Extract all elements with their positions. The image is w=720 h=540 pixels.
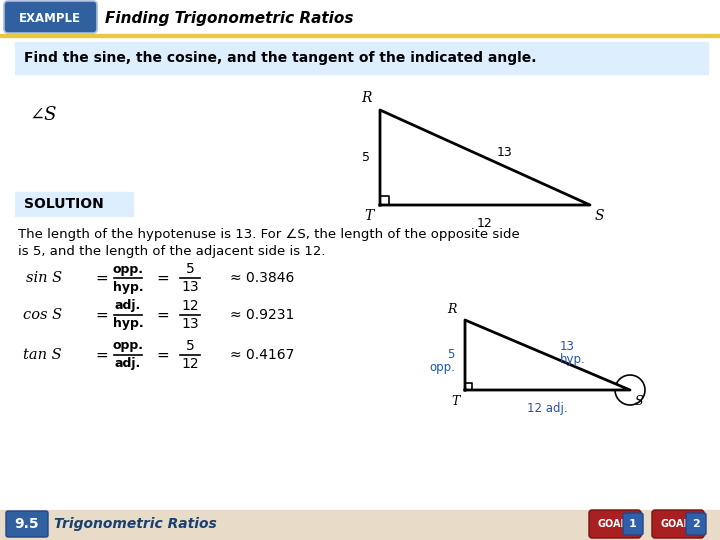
Text: =: = — [157, 307, 169, 322]
Bar — [0, 34, 720, 37]
Text: opp.: opp. — [112, 262, 143, 275]
FancyBboxPatch shape — [4, 1, 97, 33]
Text: opp.: opp. — [429, 361, 455, 374]
Text: 12 adj.: 12 adj. — [527, 402, 568, 415]
Text: 5: 5 — [186, 339, 194, 353]
Text: =: = — [157, 348, 169, 362]
Text: ≈ 0.9231: ≈ 0.9231 — [230, 308, 294, 322]
Text: hyp.: hyp. — [559, 354, 585, 367]
Text: 12: 12 — [181, 299, 199, 313]
Text: 13: 13 — [181, 317, 199, 331]
Text: ∠S: ∠S — [30, 106, 58, 124]
Bar — [15, 42, 708, 74]
Bar — [15, 192, 133, 216]
Text: 9.5: 9.5 — [14, 517, 40, 531]
Text: 13: 13 — [181, 280, 199, 294]
Text: hyp.: hyp. — [113, 318, 143, 330]
Text: S: S — [595, 209, 605, 223]
Text: Trigonometric Ratios: Trigonometric Ratios — [54, 517, 217, 531]
Text: 5: 5 — [186, 262, 194, 276]
Text: R: R — [361, 91, 372, 105]
Text: 5: 5 — [362, 151, 370, 164]
Text: =: = — [96, 307, 109, 322]
FancyBboxPatch shape — [6, 511, 48, 537]
Text: The length of the hypotenuse is 13. For ∠S, the length of the opposite side: The length of the hypotenuse is 13. For … — [18, 228, 520, 241]
Text: ≈ 0.4167: ≈ 0.4167 — [230, 348, 294, 362]
Text: 2: 2 — [692, 519, 700, 529]
FancyBboxPatch shape — [623, 513, 643, 535]
Text: 13: 13 — [559, 341, 575, 354]
Text: T: T — [451, 395, 460, 408]
Text: =: = — [96, 271, 109, 286]
Text: =: = — [96, 348, 109, 362]
Text: GOAL: GOAL — [597, 519, 627, 529]
Text: Finding Trigonometric Ratios: Finding Trigonometric Ratios — [105, 10, 354, 25]
Bar — [0, 510, 720, 540]
Text: 12: 12 — [477, 217, 493, 230]
Text: ≈ 0.3846: ≈ 0.3846 — [230, 271, 294, 285]
Text: adj.: adj. — [115, 300, 141, 313]
Text: 1: 1 — [629, 519, 637, 529]
Text: tan S: tan S — [23, 348, 62, 362]
Text: =: = — [157, 271, 169, 286]
FancyBboxPatch shape — [589, 510, 641, 538]
FancyBboxPatch shape — [686, 513, 706, 535]
Text: T: T — [365, 209, 374, 223]
Text: Find the sine, the cosine, and the tangent of the indicated angle.: Find the sine, the cosine, and the tange… — [24, 51, 536, 65]
Text: opp.: opp. — [112, 340, 143, 353]
Text: EXAMPLE: EXAMPLE — [19, 11, 81, 24]
Text: cos S: cos S — [23, 308, 62, 322]
Text: sin S: sin S — [26, 271, 62, 285]
Text: 5: 5 — [448, 348, 455, 361]
Text: SOLUTION: SOLUTION — [24, 197, 104, 211]
FancyBboxPatch shape — [652, 510, 704, 538]
Text: adj.: adj. — [115, 357, 141, 370]
Text: 12: 12 — [181, 357, 199, 371]
Text: is 5, and the length of the adjacent side is 12.: is 5, and the length of the adjacent sid… — [18, 245, 325, 258]
Text: hyp.: hyp. — [113, 280, 143, 294]
Text: GOAL: GOAL — [660, 519, 690, 529]
Text: S: S — [635, 395, 644, 408]
Text: 13: 13 — [497, 146, 513, 159]
Text: R: R — [448, 303, 457, 316]
